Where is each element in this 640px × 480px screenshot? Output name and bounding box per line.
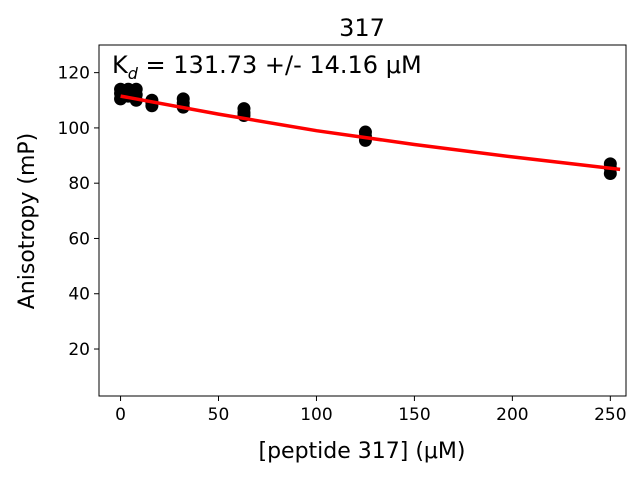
y-tick-label: 100 [58, 119, 90, 139]
fit-line [120, 94, 621, 172]
y-tick-label: 40 [68, 285, 90, 305]
plot-area: 0 50 100 150 200 250 20 40 60 80 100 120 [58, 44, 627, 425]
x-tick-label: 250 [594, 405, 626, 425]
x-tick-label: 100 [300, 405, 332, 425]
x-tick-label: 150 [398, 405, 430, 425]
axes-frame [98, 44, 627, 397]
y-tick-label: 80 [68, 174, 90, 194]
x-axis-label: [peptide 317] (μM) [259, 439, 466, 464]
kd-symbol: K [112, 51, 129, 79]
x-tick-label: 50 [208, 405, 230, 425]
y-tick-label: 20 [68, 340, 90, 360]
y-tick-label: 60 [68, 229, 90, 249]
x-tick-label: 200 [496, 405, 528, 425]
kd-annotation: Kd = 131.73 +/- 14.16 μM [112, 51, 422, 83]
y-tick-label: 120 [58, 64, 90, 84]
y-axis: 20 40 60 80 100 120 [58, 64, 99, 360]
kd-value: = 131.73 +/- 14.16 μM [138, 51, 422, 79]
chart-title: 317 [339, 14, 385, 42]
kd-subscript: d [128, 64, 139, 83]
x-axis: 0 50 100 150 200 250 [115, 396, 627, 425]
y-axis-label: Anisotropy (mP) [15, 133, 40, 310]
x-tick-label: 0 [115, 405, 126, 425]
scatter-series [114, 82, 617, 181]
